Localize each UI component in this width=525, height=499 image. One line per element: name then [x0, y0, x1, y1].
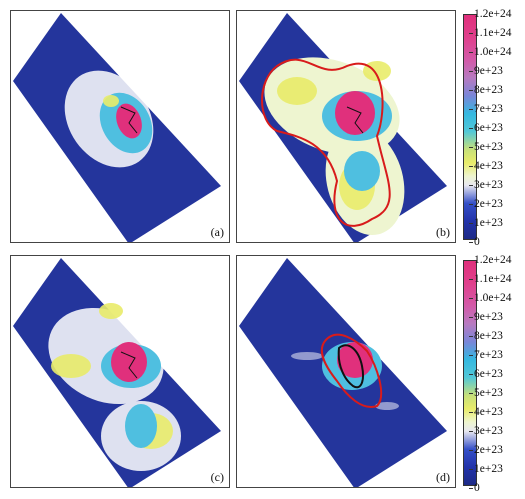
tick-top-10: 2e+23 — [469, 198, 503, 210]
panel-a: (a) — [10, 10, 230, 243]
map-c — [13, 258, 221, 487]
panel-label-a: (a) — [209, 225, 225, 240]
tick-bottom-5: 7e+23 — [469, 349, 503, 361]
tick-bottom-0: 1.2e+24 — [468, 254, 512, 266]
tick-top-2: 1.0e+24 — [468, 46, 512, 58]
tick-bottom-3: 9e+23 — [469, 311, 503, 323]
tick-bottom-6: 6e+23 — [469, 368, 503, 380]
tick-bottom-7: 5e+23 — [469, 387, 503, 399]
tick-bottom-4: 8e+23 — [469, 330, 503, 342]
contour-outer-b — [261, 58, 391, 227]
tick-top-8: 4e+23 — [469, 160, 503, 172]
tick-top-1: 1.1e+24 — [468, 27, 512, 39]
panel-label-d: (d) — [435, 470, 451, 485]
tick-bottom-2: 1.0e+24 — [468, 292, 512, 304]
tick-top-3: 9e+23 — [469, 65, 503, 77]
map-d — [239, 258, 447, 487]
tick-bottom-12: 0 — [469, 482, 480, 494]
tick-bottom-8: 4e+23 — [469, 406, 503, 418]
tick-bottom-9: 3e+23 — [469, 425, 503, 437]
panel-d: (d) — [236, 255, 456, 488]
tick-top-7: 5e+23 — [469, 141, 503, 153]
tick-top-5: 7e+23 — [469, 103, 503, 115]
panel-c: (c) — [10, 255, 230, 488]
tick-bottom-1: 1.1e+24 — [468, 273, 512, 285]
panel-b: (b) — [236, 10, 456, 243]
contour-inner-d — [337, 344, 364, 389]
contour-outer-d — [320, 333, 383, 408]
tick-top-4: 8e+23 — [469, 84, 503, 96]
tick-bottom-11: 1e+23 — [469, 463, 503, 475]
map-b — [239, 13, 447, 242]
tick-top-9: 3e+23 — [469, 179, 503, 191]
panel-label-b: (b) — [435, 225, 451, 240]
tick-top-6: 6e+23 — [469, 122, 503, 134]
tick-top-11: 1e+23 — [469, 217, 503, 229]
panel-label-c: (c) — [209, 470, 225, 485]
tick-bottom-10: 2e+23 — [469, 444, 503, 456]
tick-top-12: 0 — [469, 236, 480, 248]
tick-top-0: 1.2e+24 — [468, 8, 512, 20]
map-a — [13, 13, 221, 242]
